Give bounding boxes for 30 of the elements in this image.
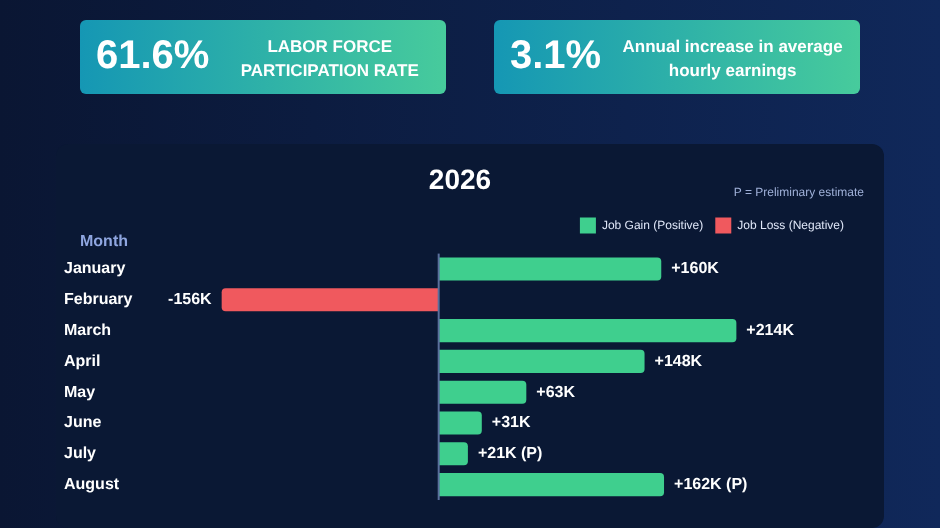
- data-label: +148K: [654, 351, 703, 370]
- bar: [438, 442, 468, 466]
- data-label: +31K: [491, 413, 531, 432]
- y-tick-label: May: [64, 382, 97, 401]
- text: LABOR FORCE PARTICIPATION RATE: [238, 33, 421, 81]
- bar: [438, 473, 665, 497]
- data-label: -156K: [168, 290, 213, 309]
- y-tick-label: January: [64, 259, 127, 278]
- bar: [438, 257, 662, 281]
- bar: [438, 411, 482, 435]
- chart-title: 2026: [428, 162, 492, 195]
- bar: [221, 288, 439, 312]
- bar: [438, 319, 737, 343]
- bar: [438, 349, 645, 373]
- data-label: +21K (P): [477, 444, 544, 463]
- y-tick-label: August: [64, 475, 120, 494]
- y-tick-label: February: [64, 290, 134, 309]
- data-label: +63K: [536, 382, 576, 401]
- bar: [438, 380, 527, 404]
- y-tick-label: July: [64, 444, 98, 463]
- data-label: +162K (P): [674, 475, 749, 494]
- data-label: +214K: [746, 321, 795, 340]
- y-axis-title: Month: [80, 232, 128, 250]
- y-tick-label: April: [64, 351, 101, 370]
- text: 61.6%: [96, 34, 210, 80]
- y-tick-label: March: [64, 321, 112, 340]
- text: Annual increase in average hourly earnings: [621, 33, 844, 81]
- data-label: +160K: [671, 259, 720, 278]
- y-tick-label: June: [64, 413, 103, 432]
- text: 3.1%: [510, 34, 602, 80]
